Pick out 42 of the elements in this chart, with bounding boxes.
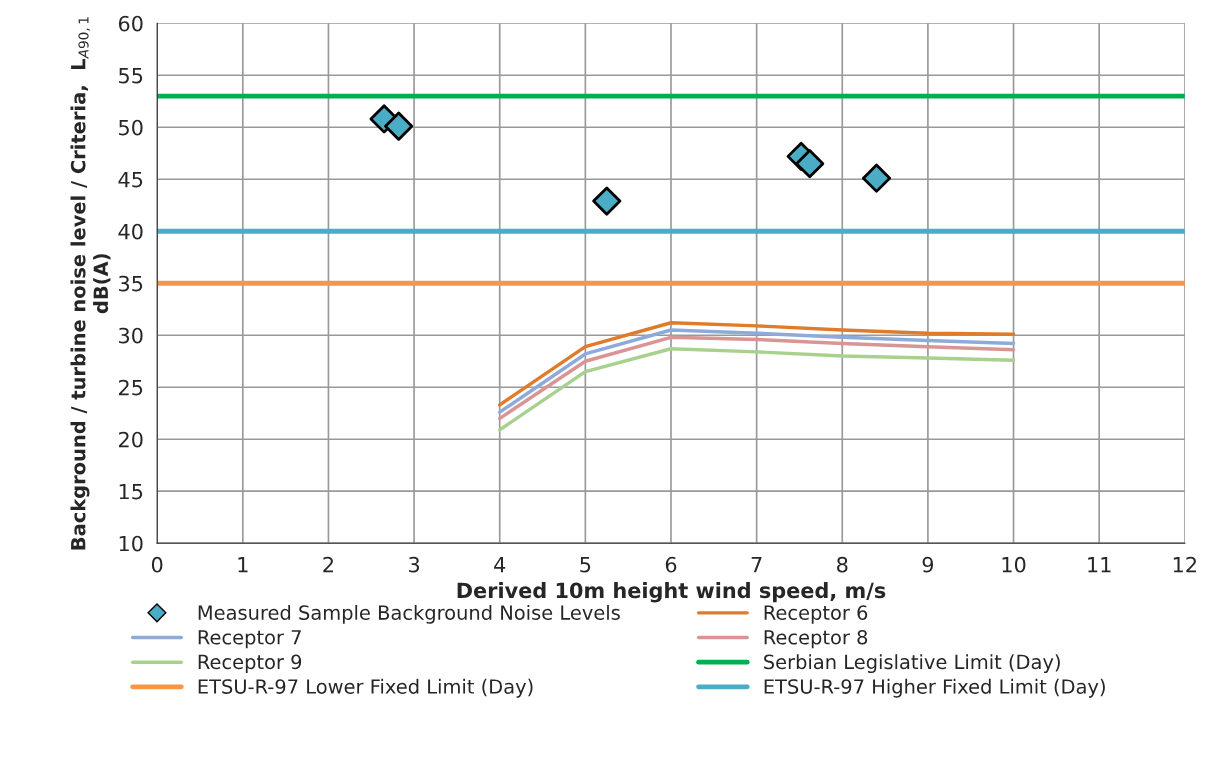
x-tick-label: 10: [1002, 556, 1026, 573]
point: [592, 186, 622, 216]
line-series: [497, 321, 1016, 407]
legend-label: Measured Sample Background Noise Levels: [198, 604, 620, 624]
y-tick-label: 35: [119, 275, 143, 292]
x-tick-label: 12: [1173, 556, 1196, 573]
legend-label: Receptor 8: [764, 629, 868, 649]
x-tick-label: 6: [665, 556, 677, 573]
line-series: [497, 335, 1016, 421]
legend-label: Receptor 6: [764, 605, 868, 624]
legend-label: ETSU-R-97 Lower Fixed Limit (Day): [198, 678, 533, 698]
y-tick-label: 40: [118, 223, 143, 240]
y-tick-label: 50: [119, 119, 143, 136]
legend-label: ETSU-R-97 Higher Fixed Limit (Day): [764, 678, 1105, 698]
point: [795, 149, 825, 179]
y-tick-label: 60: [118, 15, 143, 32]
point: [861, 163, 892, 193]
text: Background / turbine noise level / Criteria, L$_{A90,1}$ dB(A): [70, 17, 111, 550]
y-tick-label: 55: [119, 68, 143, 84]
x-tick-label: 1: [238, 557, 248, 573]
legend-label: Receptor 9: [198, 654, 302, 674]
x-tick-label: 3: [409, 556, 420, 573]
x-tick-label: 8: [837, 556, 848, 573]
y-tick-label: 20: [118, 431, 143, 448]
line-series: [497, 328, 1016, 414]
x-tick-label: 7: [751, 557, 762, 573]
x-axis-title: Derived 10m height wind speed, m/s: [457, 582, 886, 603]
legend-label: Receptor 7: [198, 630, 301, 649]
x-tick-label: 4: [494, 557, 506, 573]
x-tick-label: 2: [323, 556, 333, 573]
legend-label: Serbian Legislative Limit (Day): [764, 654, 1060, 674]
x-tick-label: 0: [151, 556, 163, 573]
x-tick-label: 5: [580, 557, 591, 573]
y-tick-label: 30: [119, 327, 143, 344]
y-tick-label: 25: [118, 379, 143, 396]
y-tick-label: 10: [119, 535, 143, 552]
line-series: [497, 347, 1016, 432]
point: [384, 111, 414, 141]
x-tick-label: 9: [922, 556, 934, 573]
y-tick-label: 45: [118, 171, 143, 188]
x-tick-label: 11: [1088, 557, 1111, 573]
y-tick-label: 15: [119, 483, 143, 500]
